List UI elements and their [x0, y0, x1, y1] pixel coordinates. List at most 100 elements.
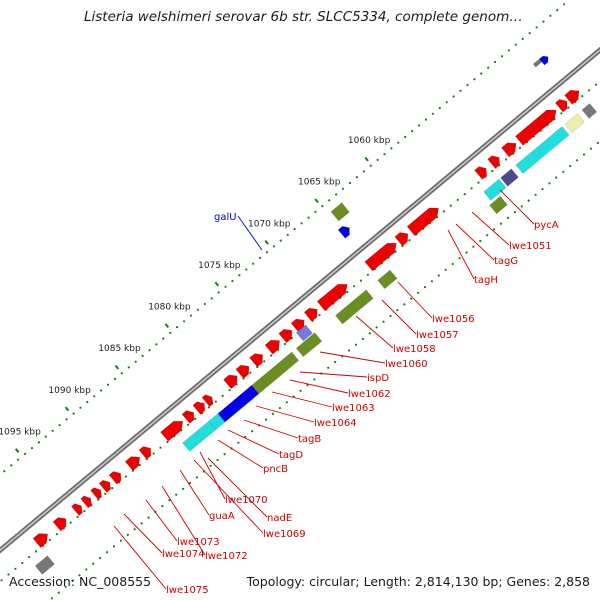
gene-label-text: tagG	[494, 256, 518, 267]
gc-dot	[182, 487, 185, 490]
gc-dot	[51, 429, 54, 432]
gc-dot	[470, 187, 473, 190]
gc-dot	[55, 533, 59, 536]
gc-dot	[245, 268, 248, 271]
tick-label: 1065 kbp	[298, 178, 341, 188]
gc-dot	[99, 556, 102, 560]
gc-dot	[134, 360, 137, 363]
gene-label-text: pncB	[263, 464, 288, 475]
gc-dot	[390, 147, 393, 150]
cds-arrow	[181, 410, 195, 424]
gene-label-layer: galU pycA lwe1051 tagG tagH lwe1056 lwe1057 lwe…	[113, 189, 559, 596]
gc-dot	[369, 164, 372, 167]
leader-line	[397, 281, 433, 319]
gc-dot	[444, 268, 447, 271]
gc-dot	[383, 153, 386, 156]
tick-mark	[114, 364, 120, 370]
leader-line	[227, 429, 280, 455]
gene-label-lwe1075: lwe1075	[113, 525, 209, 596]
feature-box	[377, 269, 398, 290]
gc-dot	[506, 216, 510, 219]
gc-dot	[133, 528, 136, 531]
tick-mark	[214, 281, 220, 287]
tick-mark	[64, 406, 70, 412]
gc-dot	[166, 440, 169, 444]
ruler-tick: 1085 kbp	[98, 344, 141, 370]
gc-dot	[423, 286, 427, 289]
cds-arrow	[394, 232, 409, 247]
gc-dot	[78, 574, 81, 577]
gc-dot	[252, 262, 255, 265]
gc-dot	[148, 349, 151, 352]
gc-dot	[112, 545, 116, 548]
gc-dot	[249, 371, 252, 374]
gene-label-text: lwe1057	[416, 330, 459, 341]
ruler-tick: 1065 kbp	[298, 178, 341, 204]
gc-dot	[76, 515, 79, 519]
ruler-tick: 1095 kbp	[0, 428, 41, 453]
gc-dot	[152, 452, 155, 455]
gene-label-lwe1074: lwe1074	[123, 513, 205, 560]
gc-dot	[354, 343, 357, 346]
gc-dot	[479, 239, 482, 243]
gene-label-galu: galU	[214, 212, 263, 251]
gc-dot	[161, 505, 164, 508]
cds-arrow	[364, 242, 397, 272]
gc-dot	[7, 573, 10, 576]
gc-dot	[194, 417, 197, 420]
gene-label-text: galU	[214, 212, 237, 223]
gc-dot	[10, 464, 13, 467]
gene-label-text: lwe1069	[263, 529, 306, 540]
gc-dot	[35, 550, 38, 553]
feature-box	[564, 113, 585, 133]
tick-label: 1085 kbp	[98, 344, 141, 354]
gc-dot	[394, 250, 397, 253]
gc-dot	[119, 539, 122, 542]
gene-label-lwe1070: lwe1070	[199, 451, 268, 506]
gene-label-text: lwe1056	[432, 314, 475, 325]
gc-dot	[346, 291, 349, 294]
cds-arrow	[554, 99, 568, 113]
gc-dot	[100, 389, 103, 392]
gc-dot	[499, 222, 503, 225]
feature-box	[500, 168, 519, 187]
cds-arrow	[249, 353, 263, 368]
leader-line	[271, 391, 333, 408]
gc-dot	[548, 182, 551, 185]
gene-label-text: lwe1072	[205, 551, 248, 562]
gc-dot	[188, 481, 192, 485]
cds-arrow	[90, 487, 102, 500]
gc-dot	[368, 332, 371, 335]
gc-dot	[480, 72, 483, 75]
gc-dot	[528, 31, 531, 35]
gene-label-lwe1051: lwe1051	[471, 211, 552, 252]
gc-dot	[341, 187, 345, 190]
gc-dot	[382, 320, 385, 323]
genome-backbone	[0, 46, 600, 554]
gc-dot	[223, 453, 226, 456]
gc-dot	[556, 9, 559, 12]
gc-dot	[93, 395, 96, 398]
leader-line	[123, 513, 163, 554]
cds-arrow	[235, 364, 250, 379]
tick-label: 1070 kbp	[248, 219, 291, 229]
gene-label-tagg: tagG	[455, 223, 518, 267]
cds-arrow	[80, 495, 92, 509]
leader-line	[289, 379, 349, 394]
gc-dot	[417, 291, 420, 294]
gc-dot	[527, 199, 530, 202]
gene-label-text: lwe1051	[509, 241, 552, 252]
gc-dot	[113, 377, 116, 381]
gc-dot	[465, 251, 468, 254]
gc-dot	[278, 407, 281, 410]
gc-dot	[359, 279, 363, 282]
gc-dot	[389, 314, 392, 317]
feature-box	[335, 289, 374, 325]
gc-dot	[209, 464, 212, 467]
gc-dot	[50, 597, 53, 600]
gc-dot	[362, 170, 365, 173]
gc-dot	[334, 360, 337, 364]
gc-dot	[169, 331, 172, 334]
cds-arrow	[192, 401, 205, 415]
